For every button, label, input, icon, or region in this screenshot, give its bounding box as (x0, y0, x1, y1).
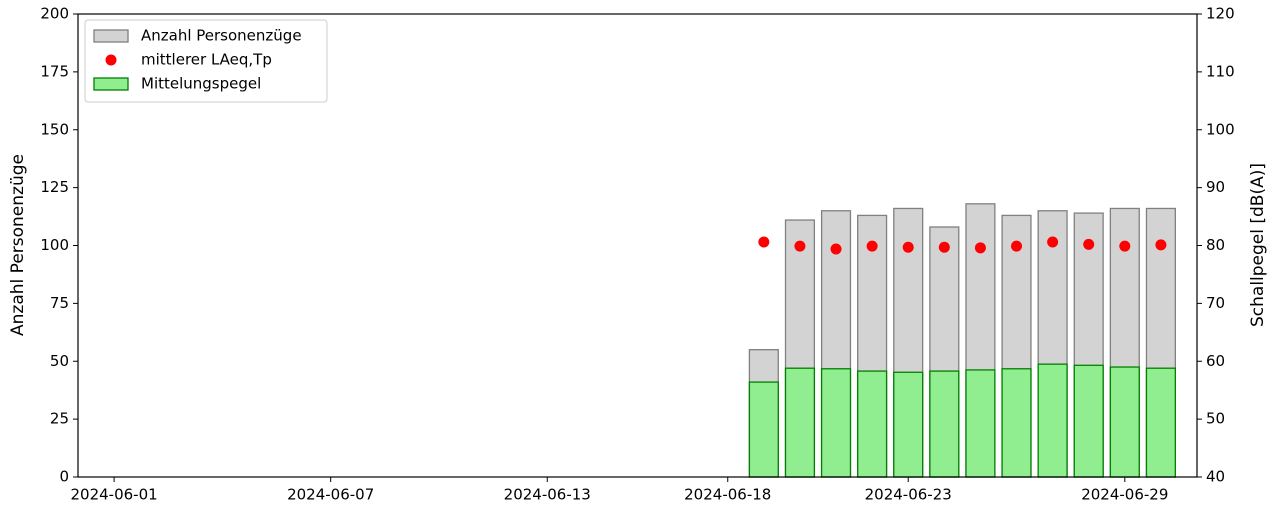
y-tick-label: 0 (59, 468, 69, 486)
y2-tick-label: 60 (1206, 352, 1225, 370)
y2-axis-label: Schallpegel [dB(A)] (1248, 163, 1268, 327)
bar (1145, 367, 1176, 478)
bar (820, 368, 852, 478)
point (974, 242, 986, 254)
legend-label: mittlerer LAeq,Tp (141, 51, 272, 69)
bar (1109, 366, 1140, 478)
y2-tick-label: 100 (1206, 120, 1235, 138)
point (1119, 240, 1131, 252)
legend-swatch (93, 77, 129, 91)
y-tick-label: 75 (50, 294, 69, 312)
point (758, 236, 770, 248)
y2-tick-label: 50 (1206, 410, 1225, 428)
y2-tick-label: 90 (1206, 178, 1225, 196)
y-tick-label: 175 (40, 62, 69, 80)
y2-tick-label: 40 (1206, 468, 1225, 486)
x-tick-label: 2024-06-13 (504, 486, 591, 504)
point (866, 240, 878, 252)
bar (1073, 364, 1104, 478)
bar (784, 367, 816, 478)
legend-marker (105, 54, 117, 66)
y-tick-label: 25 (50, 410, 69, 428)
y-axis-label: Anzahl Personenzüge (8, 154, 28, 336)
bar (893, 371, 924, 478)
x-tick-label: 2024-06-29 (1081, 486, 1168, 504)
y-tick-label: 100 (40, 236, 69, 254)
point (1011, 240, 1023, 252)
point (1047, 236, 1059, 248)
legend-box (84, 19, 328, 103)
plot-frame (77, 13, 1198, 478)
x-tick-label: 2024-06-01 (71, 486, 158, 504)
legend-label: Mittelungspegel (141, 75, 261, 93)
point (902, 241, 914, 253)
point (830, 243, 842, 255)
y2-tick-label: 80 (1206, 236, 1225, 254)
bar (1037, 363, 1068, 478)
y-tick-label: 50 (50, 352, 69, 370)
bar (965, 369, 996, 478)
bar (929, 370, 960, 478)
bar (857, 370, 888, 478)
point (794, 240, 806, 252)
y-tick-label: 200 (40, 5, 69, 23)
y-tick-label: 125 (40, 178, 69, 196)
point (1155, 239, 1167, 251)
y2-tick-label: 70 (1206, 294, 1225, 312)
x-tick-label: 2024-06-07 (287, 486, 374, 504)
x-tick-label: 2024-06-18 (684, 486, 771, 504)
x-tick-label: 2024-06-23 (865, 486, 952, 504)
point (1083, 238, 1095, 250)
y-tick-label: 150 (40, 120, 69, 138)
point (938, 241, 950, 253)
y2-tick-label: 110 (1206, 62, 1235, 80)
bar (1001, 368, 1032, 478)
y2-tick-label: 120 (1206, 5, 1235, 23)
legend-label: Anzahl Personenzüge (141, 27, 302, 45)
bar (748, 381, 779, 478)
legend-swatch (93, 29, 129, 43)
